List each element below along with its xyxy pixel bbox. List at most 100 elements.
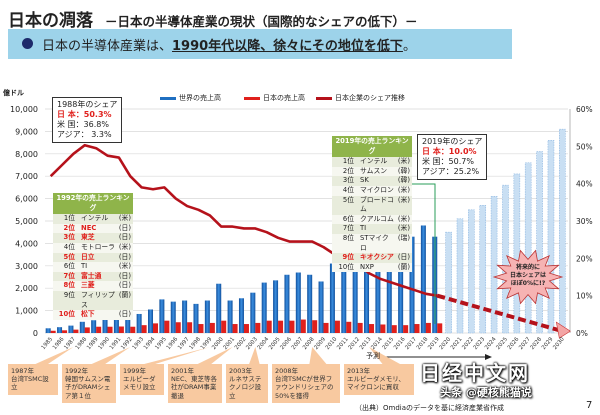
- legend-world: 世界の売上高: [160, 93, 221, 103]
- legend-japan: 日本の売上高: [244, 93, 305, 103]
- x-tick-label: 2030: [552, 336, 566, 351]
- country: (蘭): [397, 262, 410, 271]
- page-title: 日本の凋落 －日本の半導体産業の現状（国際的なシェアの低下）－: [8, 6, 418, 31]
- ranking-title: 1992年の売上ランキング: [53, 193, 133, 215]
- y-axis-unit: 億ドル: [3, 89, 24, 97]
- y-tick-label: 10,000: [10, 105, 38, 114]
- company: モトローラ: [81, 242, 115, 251]
- japan-bar: [425, 322, 431, 333]
- y2-tick-label: 60%: [576, 105, 593, 114]
- japan-bar: [198, 324, 204, 333]
- japan-bar: [96, 326, 102, 333]
- country: (韓): [397, 176, 410, 185]
- timeline-event: 1992年 韓国サムスン電子がDRAMシェア第１位: [62, 364, 116, 403]
- world-bar: [409, 236, 415, 333]
- x-tick-label: 2011: [336, 336, 350, 351]
- x-tick-label: 2012: [348, 336, 362, 351]
- company: 日立: [81, 252, 95, 261]
- summary-emphasis: 1990年代以降、徐々にその地位を低下: [172, 39, 403, 54]
- japan-bar: [380, 324, 386, 333]
- event-year: 2008年: [275, 367, 299, 375]
- company: ブロードコム: [360, 195, 394, 214]
- summary-text: 日本の半導体産業は、1990年代以降、徐々にその地位を低下。: [42, 35, 416, 54]
- rank: 4位: [63, 242, 75, 251]
- world-bar: [91, 320, 97, 333]
- event-year: 1999年: [123, 367, 147, 375]
- japan-bar: [232, 324, 238, 333]
- company: TI: [360, 224, 367, 233]
- world-bar: [295, 272, 301, 333]
- rank: 8位: [63, 281, 75, 290]
- y-tick-label: 9,000: [15, 127, 38, 136]
- world-bar: [420, 225, 426, 333]
- world-bar: [329, 263, 335, 333]
- world-bar: [238, 298, 244, 333]
- world-bar: [148, 309, 154, 333]
- world-bar: [102, 320, 108, 333]
- share-asia: アジア：25.2%: [422, 167, 480, 176]
- world-bar: [273, 280, 279, 333]
- timeline-callout-tail: [249, 347, 260, 364]
- japan-bar: [153, 323, 159, 333]
- world-bar: [125, 318, 131, 333]
- japan-bar: [414, 324, 420, 333]
- ranking-row: 3位 東芝 (日): [53, 233, 133, 243]
- ranking-row: 5位 ブロードコム (米): [332, 195, 412, 215]
- country: (日): [118, 310, 131, 319]
- watermark-logo: 日经中文网: [420, 361, 530, 385]
- timeline-callout-tail: [144, 347, 210, 364]
- y-tick-label: 5,000: [15, 217, 38, 226]
- share-japan: 日 本：10.0%: [422, 147, 477, 156]
- world-bar: [159, 299, 165, 333]
- country: (米): [397, 195, 410, 204]
- rank: 5位: [342, 195, 354, 204]
- company: SK: [360, 176, 369, 185]
- japan-bar: [289, 320, 295, 333]
- japan-bar: [73, 329, 79, 333]
- ranking-row: 1位 インテル (米): [53, 214, 133, 224]
- share-forecast-line: [436, 293, 563, 334]
- country: (米): [118, 242, 131, 251]
- world-bar: [204, 300, 210, 333]
- event-year: 2001年: [171, 367, 195, 375]
- country: (日): [118, 271, 131, 280]
- forecast-label: 予測: [366, 352, 380, 360]
- ranking-row: 10位 松下 (日): [53, 310, 133, 320]
- y-tick-label: 4,000: [15, 239, 38, 248]
- y-tick-label: 8,000: [15, 150, 38, 159]
- share-2019-box: 2019年のシェア 日 本：10.0% 米 国：50.7% アジア：25.2%: [417, 134, 488, 180]
- y2-tick-label: 30%: [576, 217, 593, 226]
- ranking-row: 4位 モトローラ (米): [53, 242, 133, 253]
- world-bar: [170, 301, 176, 333]
- title-subtitle: －日本の半導体産業の現状（国際的なシェアの低下）－: [105, 14, 418, 29]
- share-asia: アジア： 3.3%: [57, 130, 112, 139]
- country: (日): [397, 253, 410, 262]
- rank: 9位: [63, 290, 75, 299]
- ranking-row: 6位 TI (米): [53, 262, 133, 272]
- summary-plain: 日本の半導体産業は、: [42, 39, 173, 54]
- company: NEC: [81, 223, 97, 232]
- event-year: 1987年: [11, 367, 35, 375]
- y-tick-label: 1,000: [15, 307, 38, 316]
- rank: 7位: [63, 271, 75, 280]
- y2-tick-label: 40%: [576, 180, 593, 189]
- event-text: 台湾TSMCが世界ファウンドリシェアの50%を獲得: [275, 375, 334, 400]
- event-text: ルネサステクノロジ設立: [229, 375, 262, 400]
- summary-banner: 日本の半導体産業は、1990年代以降、徐々にその地位を低下。: [8, 29, 512, 59]
- country: (米): [118, 214, 131, 223]
- forecast-arrowhead: [485, 354, 492, 360]
- world-bar: [250, 292, 256, 333]
- japan-bar: [437, 323, 443, 333]
- country: (米): [397, 157, 410, 166]
- legend-share: 日本企業のシェア推移: [316, 93, 405, 103]
- rank: 6位: [63, 262, 75, 271]
- world-bar: [182, 300, 188, 333]
- timeline-event: 2008年 台湾TSMCが世界ファウンドリシェアの50%を獲得: [272, 364, 340, 403]
- japan-bar: [266, 320, 272, 333]
- y2-tick-label: 20%: [576, 254, 593, 263]
- title-main: 日本の凋落: [8, 11, 93, 31]
- event-text: NEC、東芝等各社がDRAM事業撤退: [171, 375, 218, 400]
- ranking-row: 1位 インテル (米): [332, 157, 412, 167]
- country: (日): [118, 252, 131, 261]
